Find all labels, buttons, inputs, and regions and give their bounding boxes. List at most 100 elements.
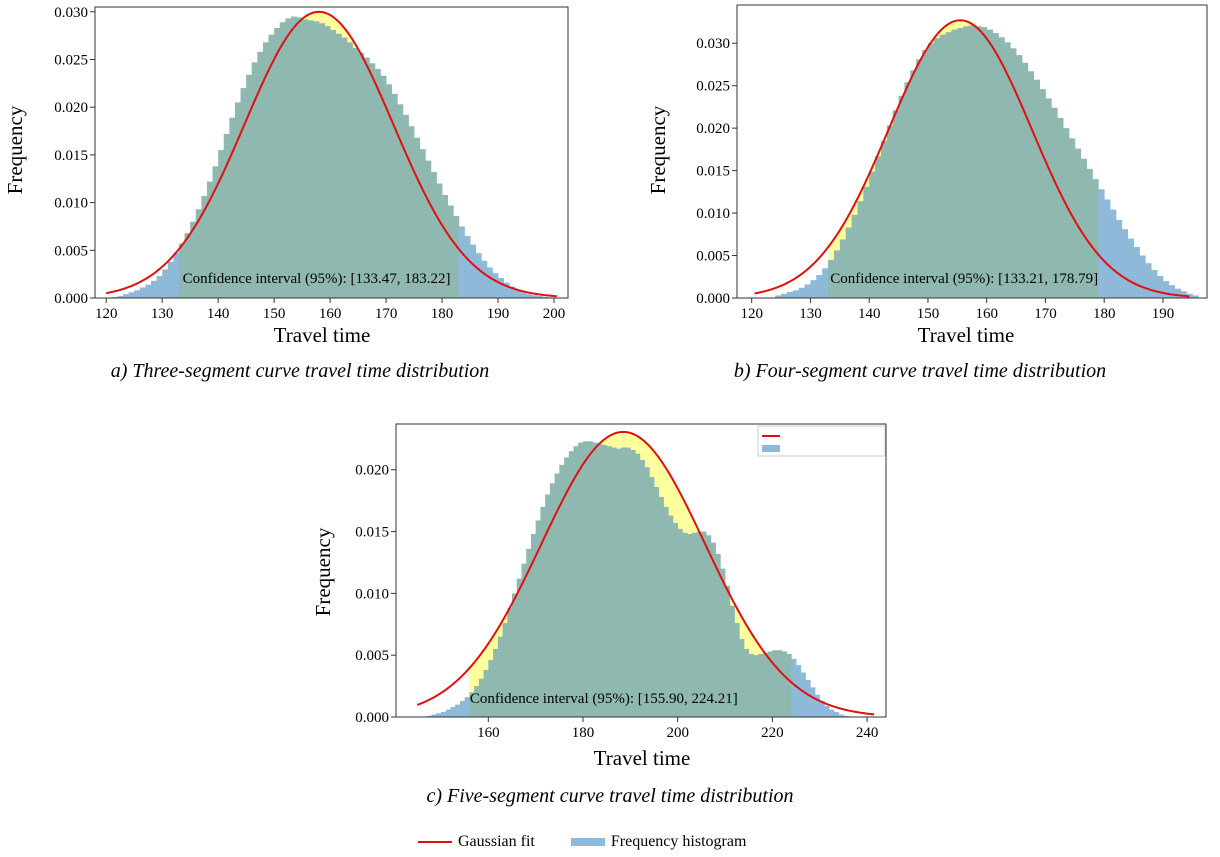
histogram-bar <box>369 63 376 298</box>
histogram-bar <box>346 42 353 298</box>
histogram-bar <box>521 563 527 717</box>
histogram-bar <box>503 282 510 298</box>
y-tick-label: 0.015 <box>54 148 88 164</box>
histogram-bar <box>786 292 794 298</box>
histogram-bar <box>545 494 551 717</box>
caption-b: b) Four-segment curve travel time distri… <box>733 360 1107 382</box>
histogram-bar <box>739 639 745 717</box>
histogram-bar <box>486 267 493 298</box>
plot-layer: 160 180 200 220 240 0.000 0.005 0.010 0.015 0.020… <box>355 423 887 741</box>
histogram-bar <box>1139 255 1146 298</box>
histogram-bar <box>822 268 829 298</box>
histogram-bar <box>974 26 982 298</box>
histogram-bar <box>597 443 603 717</box>
histogram-bar <box>341 37 348 298</box>
histogram-bar <box>758 653 764 717</box>
histogram-bar <box>639 459 645 717</box>
histogram-bar <box>497 636 503 717</box>
histogram-bar <box>540 506 546 717</box>
histogram-bar <box>743 649 750 717</box>
histogram-bar <box>611 447 617 717</box>
histogram-bar <box>324 26 331 299</box>
histogram-bar <box>447 205 454 298</box>
histogram-bar <box>549 483 555 717</box>
y-tick-label: 0.015 <box>355 525 389 541</box>
histogram-bar <box>511 593 518 717</box>
histogram-bar <box>414 137 421 298</box>
histogram-bar <box>824 705 830 717</box>
histogram-bar <box>229 117 236 299</box>
histogram-bar <box>218 150 225 298</box>
histogram-bar <box>886 125 894 298</box>
histogram-bar <box>1045 98 1052 298</box>
histogram-bar <box>775 295 782 298</box>
x-axis-label: Travel time <box>274 323 371 347</box>
histogram-bar <box>845 227 852 298</box>
histogram-bar <box>397 104 404 298</box>
caption-a: a) Three-segment curve travel time distr… <box>110 360 490 382</box>
histogram-bar <box>672 522 679 717</box>
histogram-bar <box>800 672 806 717</box>
histogram-bar <box>635 453 641 717</box>
histogram-bar <box>578 442 584 717</box>
histogram-bar <box>927 43 935 298</box>
histogram-bar <box>464 235 471 298</box>
histogram-bar <box>475 253 482 298</box>
histogram-bar <box>212 166 219 298</box>
y-tick-label: 0.005 <box>355 648 389 664</box>
histogram-bar <box>644 467 650 717</box>
histogram-bar <box>402 114 409 298</box>
histogram-bar <box>869 171 876 298</box>
histogram-bar <box>302 19 309 299</box>
histogram-bar <box>537 296 544 298</box>
histogram-bar <box>767 651 773 717</box>
confidence-interval-label: Confidence interval (95%): [133.21, 178.… <box>830 271 1098 287</box>
histogram-bar <box>520 292 527 298</box>
histogram-bar <box>458 226 465 298</box>
x-tick-label: 150 <box>263 306 286 322</box>
histogram-bar <box>139 287 146 298</box>
histogram-bar <box>150 280 157 298</box>
histogram-bar <box>1180 291 1187 298</box>
x-axis-label: Travel time <box>918 323 1015 347</box>
histogram-bar <box>898 95 905 299</box>
y-tick-label: 0.020 <box>355 463 389 479</box>
histogram-bar <box>279 22 286 299</box>
legend-hist-swatch <box>762 445 780 452</box>
histogram-bar <box>1121 229 1129 298</box>
y-tick-label: 0.010 <box>355 586 389 602</box>
plot-layer: 120 130 140 150 160 170 180 190 0.000 0.005 0.010 0… <box>696 4 1208 322</box>
histogram-bar <box>318 23 325 298</box>
histogram-bar <box>810 280 817 298</box>
histogram-bar <box>262 42 269 298</box>
histogram-bar <box>791 658 797 717</box>
histogram-bar <box>734 623 740 717</box>
histogram-bar <box>478 678 484 717</box>
histogram-bar <box>223 133 230 298</box>
y-tick-label: 0.000 <box>696 291 730 307</box>
histogram-bar <box>796 665 802 717</box>
histogram-bar <box>167 261 174 298</box>
histogram-bar <box>1004 42 1011 299</box>
gaussian-line-swatch <box>418 841 452 843</box>
histogram-bar <box>857 201 864 298</box>
histogram-bar <box>156 276 163 298</box>
axes-frame <box>736 4 1208 299</box>
y-tick-label: 0.030 <box>696 36 730 52</box>
histogram-bar <box>425 160 432 298</box>
histogram-bar <box>568 451 574 717</box>
x-tick-label: 200 <box>666 725 689 741</box>
histogram-bar <box>816 275 823 298</box>
x-tick-label: 170 <box>375 306 398 322</box>
histogram-bar <box>781 293 788 298</box>
histogram-bar <box>606 446 612 717</box>
histogram-bar <box>1151 269 1158 298</box>
histogram-bar <box>933 38 941 299</box>
x-tick-label: 180 <box>431 306 454 322</box>
x-tick-label: 120 <box>95 306 118 322</box>
histogram-bar <box>526 294 533 298</box>
histogram-bar <box>450 707 456 717</box>
histogram-bar <box>509 286 516 298</box>
histogram-bar <box>1115 219 1123 298</box>
histogram-bar <box>1092 179 1099 298</box>
